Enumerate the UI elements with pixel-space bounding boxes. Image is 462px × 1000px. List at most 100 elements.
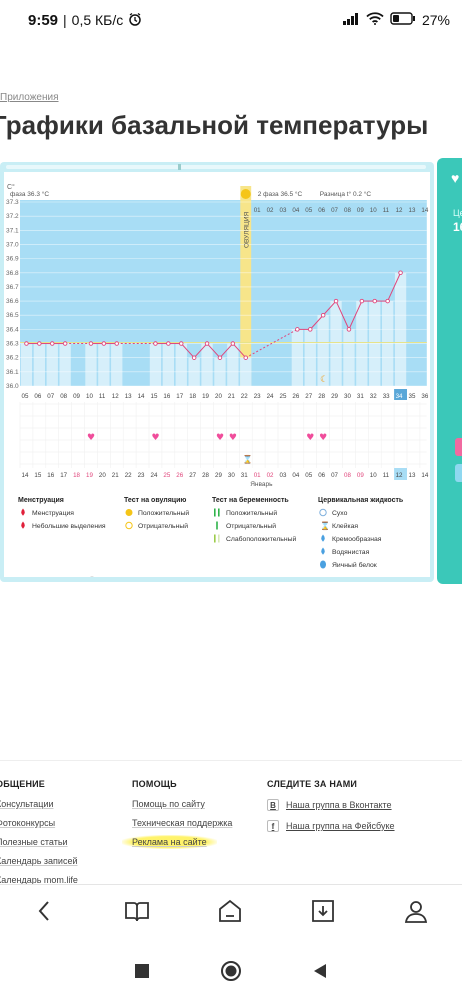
top-day-label: 06 [318,207,325,214]
system-nav-bar [0,946,462,1000]
cycle-day-label: 17 [176,393,183,400]
temp-bar [317,315,329,386]
ads-link-highlight: Реклама на сайте [122,835,217,849]
date-label: 16 [47,472,54,479]
legend-item-label: Небольшие выделения [32,522,106,530]
phase1-label: фаза 36.3 °C [10,190,49,198]
legend-marker-drop [321,547,325,555]
book-icon[interactable] [124,899,150,928]
top-day-label: 13 [409,207,416,214]
side-panel-value: 16 [453,220,462,234]
profile-icon[interactable] [403,898,429,929]
breadcrumb[interactable]: Приложения [0,92,59,103]
side-button-pink[interactable] [455,438,462,456]
footer-col-title: СЛЕДИТЕ ЗА НАМИ [267,779,358,789]
cycle-day-label: 14 [138,393,145,400]
footer-link[interactable]: Техническая поддержка [132,818,233,828]
y-tick-label: 36.8 [6,270,19,277]
vk-icon: В [267,799,279,811]
wifi-icon [366,12,384,28]
temp-line-segment [206,343,221,359]
legend-marker-bar [216,521,218,530]
facebook-icon: f [267,820,279,832]
chart-scrollbar[interactable] [4,164,430,170]
alarm-icon [128,12,142,29]
temp-point [359,298,365,304]
footer-link[interactable]: Полезные статьи [0,837,68,847]
temp-point [24,341,29,346]
back-icon[interactable] [33,899,57,928]
vk-group-link[interactable]: В Наша группа в Вконтакте [267,799,395,811]
home-icon[interactable] [217,898,243,929]
temp-point [308,327,313,332]
footer-link[interactable]: Календарь записей [0,856,78,866]
cycle-day-label: 20 [215,393,222,400]
temp-point [37,341,42,346]
date-label: 18 [73,472,80,479]
battery-percent: 27% [421,12,450,28]
temp-bar [227,343,239,386]
temp-point [333,298,339,304]
right-side-panel[interactable]: ♥ Це 16 [437,158,462,584]
date-label: 27 [189,472,196,479]
temp-bar [111,343,123,386]
date-label: 08 [344,472,351,479]
top-day-label: 03 [280,207,287,214]
temp-bar [162,343,174,386]
cycle-day-label: 05 [22,393,29,400]
downloads-icon[interactable] [310,899,336,928]
temp-line-segment [219,343,234,359]
recents-icon[interactable] [134,963,150,984]
footer-link[interactable]: Фотоконкурсы [0,818,56,828]
top-day-label: 02 [267,207,274,214]
side-button-blue[interactable] [455,464,462,482]
footer-link[interactable]: Помощь по сайту [132,799,205,809]
y-tick-label: 36.0 [6,383,19,390]
cycle-day-label: 33 [383,393,390,400]
home-circle-icon[interactable] [220,960,242,987]
top-day-label: 11 [383,207,390,214]
cycle-day-label: 28 [318,393,325,400]
status-right: 27% [342,12,450,28]
temp-line-segment [335,300,350,330]
top-day-label: 09 [357,207,364,214]
top-day-label: 05 [305,207,312,214]
date-label: 28 [202,472,209,479]
date-label: 05 [305,472,312,479]
footer-link[interactable]: Консультации [0,799,54,809]
date-label: 19 [86,472,93,479]
cycle-day-label: 22 [241,393,248,400]
bbt-chart: ОВУЛЯЦИЯ 37.3 37.2 37.1 37.0 36.9 36.8 36.7 36.6… [4,172,430,577]
date-label: 25 [163,472,170,479]
legend-item-label: Отрицательный [226,522,276,530]
ovulation-sun-icon [240,189,251,199]
y-tick-label: 36.7 [6,284,19,291]
status-separator: | [63,12,67,28]
legend-marker-egg [320,560,326,569]
bbt-chart-svg: ОВУЛЯЦИЯ 37.3 37.2 37.1 37.0 36.9 36.8 36.7 36.6… [4,183,430,577]
cycle-day-label: 06 [34,393,41,400]
ovulation-label: ОВУЛЯЦИЯ [243,211,250,248]
intercourse-heart-icon: ♥ [229,433,237,443]
cycle-day-label: 36 [421,393,428,400]
cycle-day-label: 23 [254,393,261,400]
cycle-day-label: 25 [280,393,287,400]
temp-diff-label: Разница t° 0.2 °C [320,190,372,198]
legend-title: Тест на беременность [212,496,289,504]
back-triangle-icon[interactable] [312,963,328,984]
facebook-group-link[interactable]: f Наша группа на Фейсбуке [267,820,395,832]
date-label: 15 [34,472,41,479]
legend-item-label: Яичный белок [332,561,377,569]
top-day-label: 01 [254,207,261,214]
top-day-label: 07 [331,207,338,214]
cycle-day-label: 29 [331,393,338,400]
legend-marker-bar [218,508,220,517]
fb-link-label: Наша группа на Фейсбуке [286,821,395,831]
cycle-day-label: 08 [60,393,67,400]
footer-link-ads[interactable]: Реклама на сайте [122,835,232,849]
footer-link[interactable]: Календарь mom.life [0,875,78,885]
date-label: 04 [292,472,299,479]
date-label: 21 [112,472,119,479]
intercourse-heart-icon: ♥ [319,433,327,443]
top-day-label: 10 [370,207,377,214]
